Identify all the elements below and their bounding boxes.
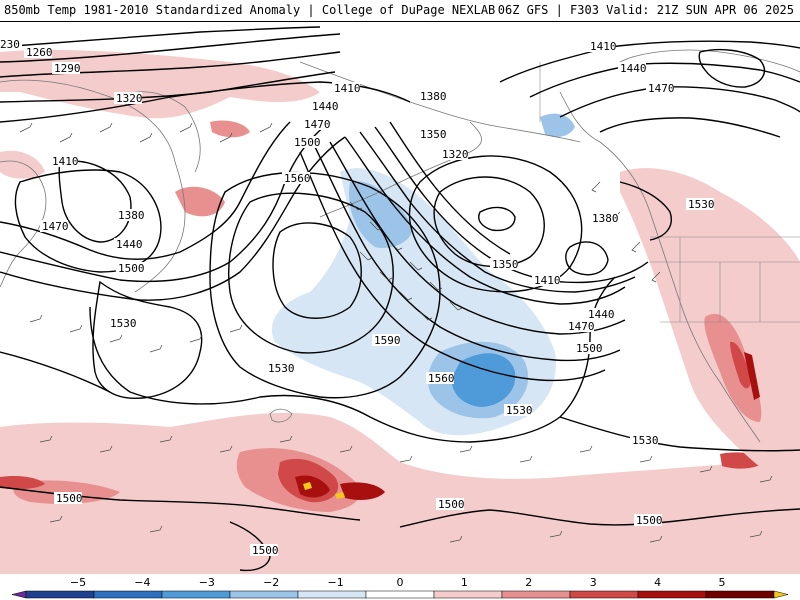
legend-tick-label: −3 xyxy=(199,576,215,589)
warm-anomaly-mexico-strong xyxy=(730,341,751,389)
contour-label: 1590 xyxy=(374,334,401,347)
wind-barbs xyxy=(19,122,773,543)
chart-title: 850mb Temp 1981-2010 Standardized Anomal… xyxy=(4,3,496,17)
model-run-info: 06Z GFS | F303 Valid: 21Z SUN APR 06 202… xyxy=(497,3,794,17)
contour-label: 1440 xyxy=(588,308,615,321)
contour-label: 1440 xyxy=(116,238,143,251)
warm-anomaly-asia-2 xyxy=(175,186,225,217)
cold-anomaly-area-mid xyxy=(349,181,413,248)
contour-label: 230 xyxy=(0,38,20,51)
legend-swatch xyxy=(297,590,367,599)
legend-swatch xyxy=(365,590,435,599)
contour-label: 1500 xyxy=(252,544,279,557)
legend-swatch xyxy=(25,590,95,599)
contour-label: 1500 xyxy=(294,136,321,149)
cold-anomaly-core xyxy=(451,353,516,407)
contour-label: 1410 xyxy=(334,82,361,95)
legend-tick-label: 4 xyxy=(654,576,661,589)
warm-anomaly-gulf-ca xyxy=(744,352,760,400)
legend-tick-labels: −5 −4 −3 −2 −1 0 1 2 3 4 5 xyxy=(70,576,726,589)
warm-anomaly-max-2 xyxy=(335,492,345,499)
contour-label: 1380 xyxy=(592,212,619,225)
contour-label: 1500 xyxy=(56,492,83,505)
contour-label: 1410 xyxy=(52,155,79,168)
legend-swatch xyxy=(705,590,775,599)
contour-label: 1560 xyxy=(284,172,311,185)
title-bar: 850mb Temp 1981-2010 Standardized Anomal… xyxy=(0,0,800,22)
contour-label: 1470 xyxy=(42,220,69,233)
contour-label: 1350 xyxy=(420,128,447,141)
legend-swatch xyxy=(93,590,163,599)
legend-swatch xyxy=(637,590,707,599)
contour-label: 1410 xyxy=(590,40,617,53)
legend-swatch xyxy=(773,590,789,599)
contour-label: 1500 xyxy=(118,262,145,275)
contour-label: 1530 xyxy=(632,434,659,447)
contour-label: 1530 xyxy=(110,317,137,330)
contour-label: 1260 xyxy=(26,46,53,59)
warm-anomaly-strong-2 xyxy=(0,475,45,490)
contour-label: 1440 xyxy=(620,62,647,75)
legend-tick-label: −4 xyxy=(134,576,150,589)
legend-swatch xyxy=(433,590,503,599)
legend-tick-label: −5 xyxy=(70,576,86,589)
contour-label: 1470 xyxy=(648,82,675,95)
contour-label: 1440 xyxy=(312,100,339,113)
legend-tick-label: 5 xyxy=(719,576,726,589)
warm-anomaly-asia-4 xyxy=(0,150,45,179)
contour-label: 1350 xyxy=(492,258,519,271)
weather-map: 230 1260 1290 1320 1410 1380 1440 1470 1… xyxy=(0,26,800,574)
warm-anomaly-mexico xyxy=(704,313,762,422)
warm-anomaly-tropics xyxy=(0,412,800,574)
contour-label: 1290 xyxy=(54,62,81,75)
legend-tick-label: 2 xyxy=(525,576,532,589)
contour-label: 1470 xyxy=(304,118,331,131)
warm-anomaly-extreme-2 xyxy=(340,482,385,500)
contour-label: 1320 xyxy=(442,148,469,161)
contour-label: 1500 xyxy=(576,342,603,355)
legend-tick-label: 1 xyxy=(461,576,468,589)
height-contours xyxy=(0,26,800,572)
contour-label: 1500 xyxy=(438,498,465,511)
contour-label: 1410 xyxy=(534,274,561,287)
contour-label: 1500 xyxy=(636,514,663,527)
legend-color-bar xyxy=(11,590,789,599)
legend-swatch xyxy=(501,590,571,599)
legend-swatch xyxy=(569,590,639,599)
legend-tick-label: −2 xyxy=(263,576,279,589)
contour-label: 1530 xyxy=(506,404,533,417)
contour-label: 1470 xyxy=(568,320,595,333)
warm-anomaly-asia-3 xyxy=(210,120,250,138)
legend-tick-label: 0 xyxy=(397,576,404,589)
legend-tick-label: 3 xyxy=(590,576,597,589)
warm-anomaly-extreme xyxy=(295,475,330,498)
contour-label: 1530 xyxy=(688,198,715,211)
cold-anomaly-area-4 xyxy=(540,113,575,138)
warm-anomaly-max xyxy=(303,482,312,490)
contour-label: 1380 xyxy=(420,90,447,103)
contour-label: 1320 xyxy=(116,92,143,105)
legend-swatch xyxy=(229,590,299,599)
legend-tick-label: −1 xyxy=(327,576,343,589)
legend-swatch xyxy=(161,590,231,599)
contour-label: 1530 xyxy=(268,362,295,375)
contour-labels: 230 1260 1290 1320 1410 1380 1440 1470 1… xyxy=(0,38,715,557)
contour-label: 1380 xyxy=(118,209,145,222)
color-legend: −5 −4 −3 −2 −1 0 1 2 3 4 5 xyxy=(0,574,800,600)
contour-label: 1560 xyxy=(428,372,455,385)
